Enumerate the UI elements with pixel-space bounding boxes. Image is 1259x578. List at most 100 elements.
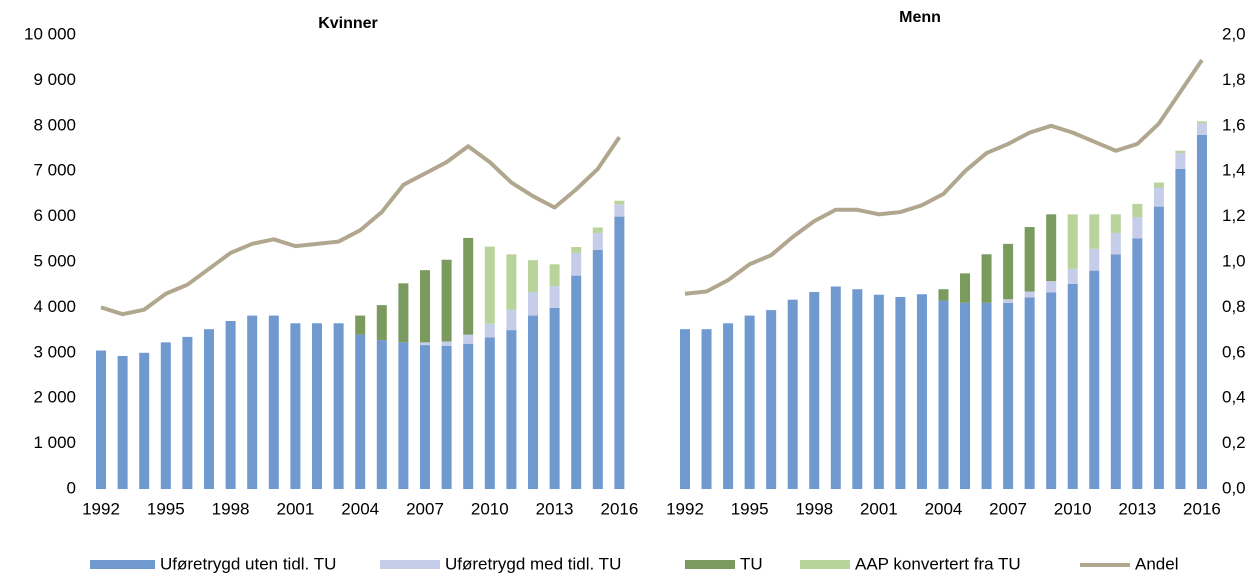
bar-segment bbox=[355, 315, 366, 335]
bar-segment bbox=[701, 329, 712, 489]
bar-segment bbox=[484, 323, 495, 338]
bar-segment bbox=[1046, 292, 1057, 489]
bar-segment bbox=[247, 315, 258, 489]
bar-segment bbox=[571, 275, 582, 489]
bar-segment bbox=[938, 300, 949, 489]
legend-swatch bbox=[90, 560, 155, 569]
bar-segment bbox=[1024, 297, 1035, 489]
bar-segment bbox=[268, 315, 279, 489]
bar-segment bbox=[1175, 150, 1186, 154]
bar-segment bbox=[1132, 217, 1143, 239]
bar-segment bbox=[744, 315, 755, 489]
bar-segment bbox=[549, 264, 560, 287]
bar-segment bbox=[1003, 243, 1014, 300]
bar-segment bbox=[312, 323, 322, 489]
bar-segment bbox=[528, 315, 538, 489]
bar-segment bbox=[139, 352, 150, 489]
x-tick-label: 2004 bbox=[341, 499, 379, 518]
bar-segment bbox=[981, 254, 992, 303]
x-tick-label: 2010 bbox=[471, 499, 509, 518]
bar-segment bbox=[225, 321, 236, 489]
bar-segment bbox=[549, 307, 560, 489]
bar-segment bbox=[1089, 248, 1100, 271]
bar-segment bbox=[182, 336, 193, 489]
bar-segment bbox=[441, 345, 452, 489]
x-tick-label: 2001 bbox=[860, 499, 898, 518]
bar-segment bbox=[1067, 214, 1078, 269]
x-tick-label: 1992 bbox=[82, 499, 120, 518]
bar-segment bbox=[960, 273, 971, 303]
bar-segment bbox=[981, 302, 992, 489]
bar-segment bbox=[1153, 206, 1164, 489]
bar-segment bbox=[1110, 254, 1121, 489]
bar-segment bbox=[484, 246, 495, 324]
bar-segment bbox=[1046, 281, 1057, 293]
bar-segment bbox=[1067, 268, 1078, 284]
bar-segment bbox=[506, 330, 517, 489]
bar-segment bbox=[766, 310, 777, 489]
y-tick-label: 2 000 bbox=[33, 388, 76, 407]
x-tick-label: 2016 bbox=[600, 499, 638, 518]
bar-segment bbox=[1196, 134, 1207, 489]
bar-segment bbox=[592, 232, 603, 250]
y2-tick-label: 0,0 bbox=[1222, 478, 1246, 497]
x-tick-label: 2013 bbox=[1118, 499, 1156, 518]
bar-segment bbox=[376, 305, 387, 341]
y-tick-label: 10 000 bbox=[24, 24, 76, 43]
bar-segment bbox=[830, 286, 841, 489]
x-tick-label: 2007 bbox=[989, 499, 1027, 518]
y2-tick-label: 1,8 bbox=[1222, 70, 1246, 89]
bar-segment bbox=[463, 343, 474, 489]
bar-segment bbox=[614, 200, 625, 205]
legend-label: Uføretrygd uten tidl. TU bbox=[160, 554, 336, 573]
y2-tick-label: 2,0 bbox=[1222, 24, 1246, 43]
bar-segment bbox=[398, 342, 409, 489]
bar-segment bbox=[117, 355, 128, 489]
x-tick-label: 2013 bbox=[536, 499, 574, 518]
bar-segment bbox=[1196, 123, 1207, 135]
bar-segment bbox=[506, 254, 517, 310]
x-tick-label: 2001 bbox=[276, 499, 314, 518]
bar-segment bbox=[420, 270, 430, 343]
x-tick-label: 1992 bbox=[666, 499, 704, 518]
bar-segment bbox=[333, 323, 344, 489]
panel-title: Kvinner bbox=[318, 15, 378, 32]
line bbox=[100, 136, 622, 317]
bar-segment bbox=[592, 227, 603, 233]
bar-segment bbox=[398, 283, 409, 343]
x-tick-label: 1998 bbox=[795, 499, 833, 518]
bar-segment bbox=[787, 299, 798, 489]
bar-segment bbox=[1003, 299, 1014, 303]
bar-segment bbox=[852, 289, 863, 489]
bar-segment bbox=[1175, 168, 1186, 489]
bar-segment bbox=[528, 260, 538, 292]
bar-segment bbox=[355, 334, 366, 489]
y-tick-label: 7 000 bbox=[33, 161, 76, 180]
y-tick-label: 0 bbox=[67, 478, 76, 497]
y-tick-label: 9 000 bbox=[33, 70, 76, 89]
bar-segment bbox=[916, 294, 927, 489]
bar-segment bbox=[614, 204, 625, 217]
bar-segment bbox=[441, 341, 452, 346]
bar-segment bbox=[1110, 232, 1121, 255]
bar-segment bbox=[680, 329, 690, 489]
line bbox=[684, 58, 1204, 296]
y-tick-label: 3 000 bbox=[33, 342, 76, 361]
legend-label: Andel bbox=[1135, 554, 1178, 573]
bar-segment bbox=[463, 237, 474, 335]
bar-segment bbox=[204, 329, 214, 489]
x-tick-label: 1995 bbox=[731, 499, 769, 518]
legend-label: AAP konvertert fra TU bbox=[855, 554, 1021, 573]
y2-tick-label: 0,4 bbox=[1222, 388, 1246, 407]
bar-segment bbox=[1089, 270, 1100, 489]
legend-label: Uføretrygd med tidl. TU bbox=[445, 554, 621, 573]
legend-swatch bbox=[685, 560, 735, 569]
y-tick-label: 8 000 bbox=[33, 115, 76, 134]
bar-segment bbox=[420, 345, 430, 489]
bar-segment bbox=[290, 323, 301, 489]
bar-segment bbox=[1024, 227, 1035, 292]
y2-tick-label: 1,2 bbox=[1222, 206, 1246, 225]
bar-segment bbox=[1196, 121, 1207, 124]
bar-segment bbox=[549, 286, 560, 308]
